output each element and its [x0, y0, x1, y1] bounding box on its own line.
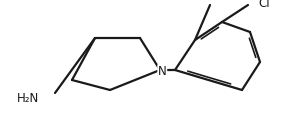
Text: H₂N: H₂N [17, 92, 39, 105]
Text: N: N [158, 65, 167, 78]
Text: Cl: Cl [258, 0, 270, 10]
